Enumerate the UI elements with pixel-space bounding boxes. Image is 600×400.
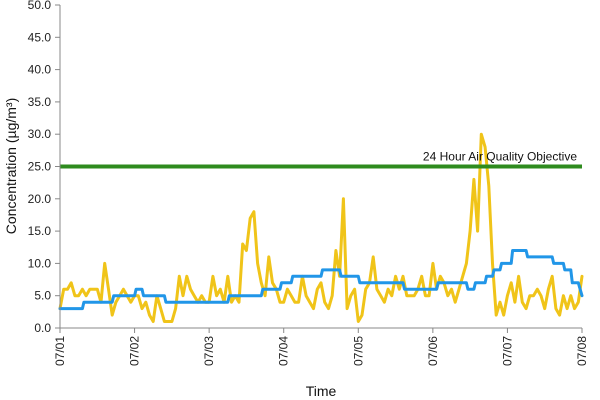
x-tick-label: 07/04 <box>277 336 291 366</box>
y-tick-label: 30.0 <box>28 127 52 141</box>
y-tick-label: 40.0 <box>28 63 52 77</box>
x-tick-label: 07/05 <box>351 336 365 366</box>
y-tick-label: 20.0 <box>28 192 52 206</box>
series-1-line <box>58 132 584 323</box>
reference-layer: 24 Hour Air Quality Objective <box>60 150 582 169</box>
y-axis-ticks: 0.0 5.0 10.0 15.0 20.0 25.0 30.0 35.0 40.0 45.0 50… <box>28 0 60 335</box>
series-layer <box>58 132 584 323</box>
series-2-line <box>58 249 584 311</box>
y-tick-label: 10.0 <box>28 256 52 270</box>
y-tick-label: 25.0 <box>28 160 52 174</box>
y-tick-label: 0.0 <box>34 321 51 335</box>
x-tick-label: 07/07 <box>500 336 514 366</box>
y-tick-label: 15.0 <box>28 224 52 238</box>
x-tick-label: 07/03 <box>202 336 216 366</box>
y-tick-label: 45.0 <box>28 30 52 44</box>
x-tick-label: 07/01 <box>53 336 67 366</box>
x-tick-label: 07/06 <box>426 336 440 366</box>
y-tick-label: 35.0 <box>28 95 52 109</box>
objective-label: 24 Hour Air Quality Objective <box>423 150 577 164</box>
y-axis-title: Concentration (µg/m³) <box>3 98 19 234</box>
x-axis-title: Time <box>306 383 337 399</box>
y-tick-label: 5.0 <box>34 289 51 303</box>
x-tick-label: 07/02 <box>128 336 142 366</box>
x-tick-label: 07/08 <box>575 336 589 366</box>
y-tick-label: 50.0 <box>28 0 52 12</box>
x-axis-ticks: 07/01 07/02 07/03 07/04 07/05 07/06 07/07 07/08 <box>53 328 589 366</box>
